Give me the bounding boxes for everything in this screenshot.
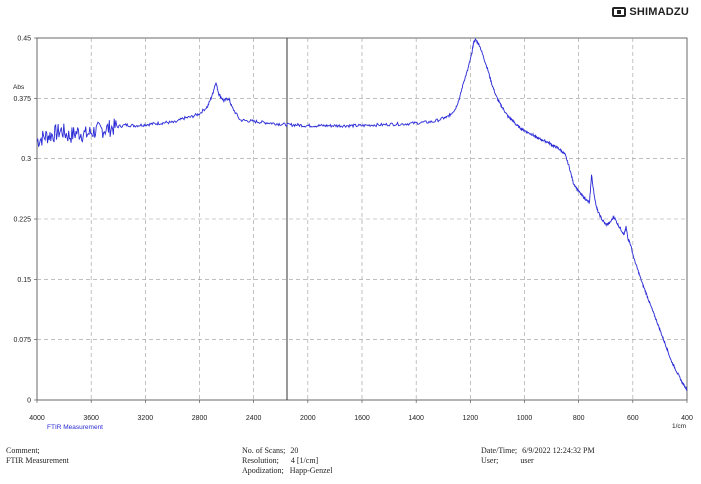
y-tick-label: 0 — [27, 398, 31, 405]
x-tick-label: 800 — [573, 415, 585, 422]
y-tick-label: 0.3 — [21, 156, 31, 163]
x-tick-label: 1400 — [408, 415, 424, 422]
datetime-value: 6/9/2022 12:24:32 PM — [522, 446, 595, 455]
x-tick-label: 3600 — [83, 415, 99, 422]
spectrum-chart: 0 0.075 0.15 0.225 0.3 0.375 0.45 4000 3600 3200… — [13, 36, 693, 432]
series-layer — [36, 38, 688, 392]
x-tick-label: 600 — [627, 415, 639, 422]
x-tick-label: 1200 — [463, 415, 479, 422]
brand-name: SHIMADZU — [629, 6, 689, 18]
spectrum-line — [36, 38, 688, 392]
footer-acquisition-block: No. of Scans; 20 Resolution; 4 [1/cm] Ap… — [242, 446, 332, 476]
comment-label: Comment; — [6, 446, 40, 455]
footer-comment-block: Comment; FTIR Measurement — [6, 446, 69, 466]
x-axis: 4000 3600 3200 2800 2400 2000 1600 1400 1200 1000… — [29, 400, 693, 422]
brand-logo: SHIMADZU — [612, 6, 689, 18]
comment-value: FTIR Measurement — [6, 456, 69, 465]
series-label: FTIR Measurement — [47, 424, 103, 431]
x-tick-label: 3200 — [138, 415, 154, 422]
user-label: User; — [481, 456, 499, 465]
measurement-info: Comment; FTIR Measurement No. of Scans; … — [0, 446, 701, 484]
x-tick-label: 4000 — [29, 415, 45, 422]
user-value: user — [520, 456, 534, 465]
y-tick-label: 0.075 — [13, 337, 31, 344]
y-axis: 0 0.075 0.15 0.225 0.3 0.375 0.45 — [13, 36, 37, 405]
x-tick-label: 2000 — [300, 415, 316, 422]
x-tick-label: 2400 — [246, 415, 262, 422]
apodization-value: Happ-Genzel — [289, 466, 333, 475]
x-tick-label: 1600 — [354, 415, 370, 422]
y-tick-label: 0.375 — [13, 96, 31, 103]
apodization-label: Apodization; — [242, 466, 284, 475]
resolution-label: Resolution; — [242, 456, 279, 465]
x-tick-label: 2800 — [192, 415, 208, 422]
y-unit-label: Abs — [13, 84, 25, 91]
x-tick-label: 1000 — [517, 415, 533, 422]
grid-layer — [37, 38, 687, 400]
datetime-label: Date/Time; — [481, 446, 518, 455]
scans-value: 20 — [290, 446, 299, 455]
y-tick-label: 0.225 — [13, 217, 31, 224]
y-tick-label: 0.45 — [17, 36, 31, 43]
resolution-value: 4 [1/cm] — [290, 456, 319, 465]
x-tick-label: 400 — [681, 415, 693, 422]
x-unit-label: 1/cm — [672, 423, 686, 430]
scans-label: No. of Scans; — [242, 446, 286, 455]
shimadzu-logo-icon — [612, 7, 627, 17]
y-tick-label: 0.15 — [17, 277, 31, 284]
footer-session-block: Date/Time; 6/9/2022 12:24:32 PM User; us… — [481, 446, 595, 466]
